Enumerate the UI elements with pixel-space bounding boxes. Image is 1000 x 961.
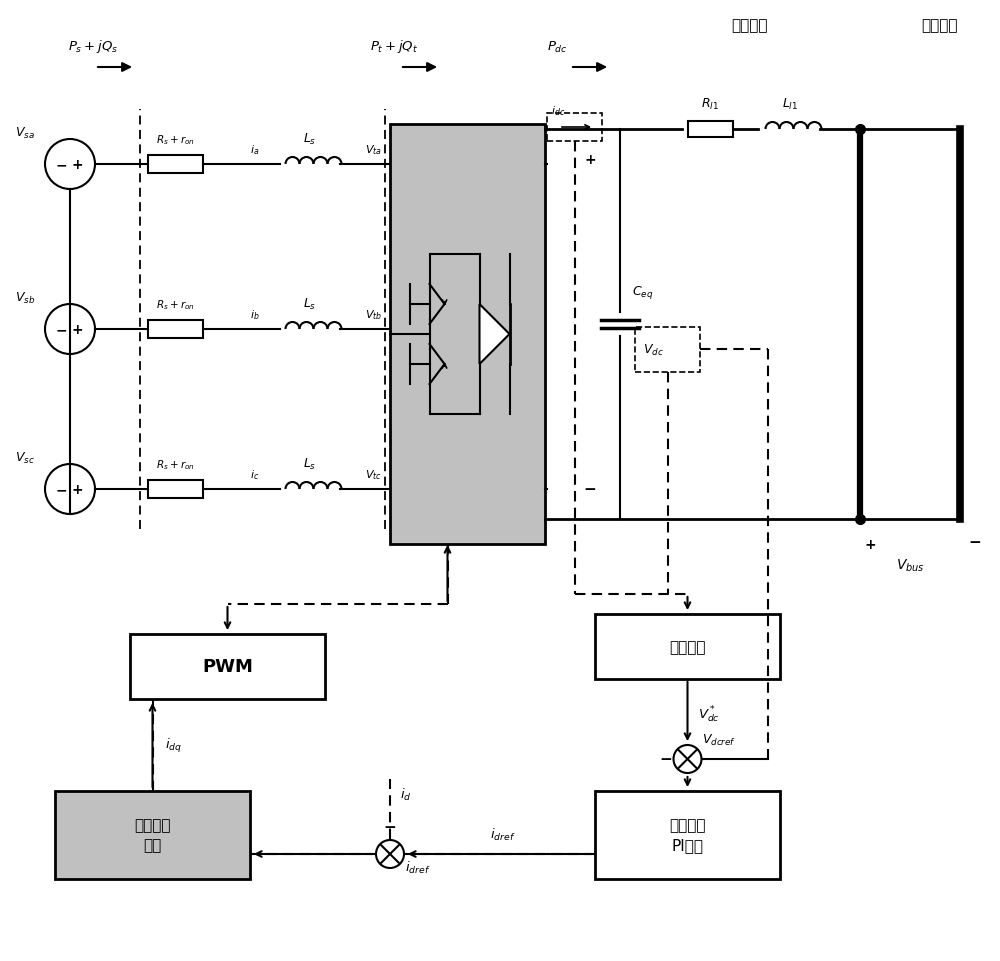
Text: $V_{ta}$: $V_{ta}$ bbox=[365, 143, 382, 157]
Text: $i_d$: $i_d$ bbox=[400, 786, 412, 802]
Text: +: + bbox=[71, 482, 83, 497]
Bar bbox=[148, 321, 203, 338]
Text: $R_s+r_{on}$: $R_s+r_{on}$ bbox=[156, 298, 194, 311]
Text: 下垂控制: 下垂控制 bbox=[669, 639, 706, 654]
Text: +: + bbox=[71, 158, 83, 172]
Text: $L_s$: $L_s$ bbox=[303, 456, 317, 472]
Text: $V_{tc}$: $V_{tc}$ bbox=[365, 467, 382, 481]
Text: −: − bbox=[968, 534, 981, 550]
Text: $R_{l1}$: $R_{l1}$ bbox=[701, 97, 719, 111]
Bar bbox=[148, 480, 203, 499]
Text: $L_s$: $L_s$ bbox=[303, 132, 317, 147]
Bar bbox=[148, 156, 203, 174]
Text: −: − bbox=[55, 158, 67, 172]
Text: $i_b$: $i_b$ bbox=[250, 308, 260, 322]
Text: +: + bbox=[71, 323, 83, 336]
Text: $P_s+jQ_s$: $P_s+jQ_s$ bbox=[68, 38, 118, 55]
Text: −: − bbox=[384, 819, 396, 834]
Text: $L_s$: $L_s$ bbox=[303, 297, 317, 311]
Text: $i_c$: $i_c$ bbox=[250, 468, 260, 481]
Bar bbox=[547, 114, 602, 142]
Bar bbox=[688, 122, 732, 137]
Text: $i_{dref}$: $i_{dref}$ bbox=[490, 826, 515, 842]
Text: $V_{sb}$: $V_{sb}$ bbox=[15, 290, 35, 306]
Text: 线路阻抗: 线路阻抗 bbox=[732, 18, 768, 33]
Text: $V_{dc}^*$: $V_{dc}^*$ bbox=[698, 704, 719, 725]
Text: −: − bbox=[55, 323, 67, 336]
Text: $i_{dc}$: $i_{dc}$ bbox=[551, 104, 565, 118]
Text: −: − bbox=[584, 482, 596, 497]
Text: PWM: PWM bbox=[202, 658, 253, 676]
Text: $i_{dref}$: $i_{dref}$ bbox=[405, 859, 431, 875]
Bar bbox=[595, 614, 780, 679]
Text: +: + bbox=[865, 537, 877, 552]
Text: $i_{dq}$: $i_{dq}$ bbox=[165, 736, 182, 754]
Text: $R_s+r_{on}$: $R_s+r_{on}$ bbox=[156, 457, 194, 472]
Text: 直流母线: 直流母线 bbox=[922, 18, 958, 33]
Text: $V_{sc}$: $V_{sc}$ bbox=[15, 451, 35, 466]
Bar bbox=[595, 791, 780, 879]
Text: $C_{eq}$: $C_{eq}$ bbox=[632, 283, 653, 301]
Bar bbox=[130, 634, 325, 700]
Bar bbox=[390, 125, 545, 545]
Text: $V_{tb}$: $V_{tb}$ bbox=[365, 308, 382, 322]
Text: $i_a$: $i_a$ bbox=[250, 143, 260, 157]
Text: $P_t+jQ_t$: $P_t+jQ_t$ bbox=[370, 38, 418, 55]
Text: $L_{l1}$: $L_{l1}$ bbox=[782, 97, 798, 111]
Bar bbox=[55, 791, 250, 879]
Text: −: − bbox=[659, 752, 672, 767]
Text: $R_s+r_{on}$: $R_s+r_{on}$ bbox=[156, 133, 194, 147]
Bar bbox=[635, 327, 700, 372]
Text: $V_{dcref}$: $V_{dcref}$ bbox=[702, 732, 737, 748]
Text: $V_{sa}$: $V_{sa}$ bbox=[15, 126, 35, 141]
Text: $V_{dc}$: $V_{dc}$ bbox=[643, 342, 664, 357]
Polygon shape bbox=[480, 305, 510, 364]
Text: 电流内环
控制: 电流内环 控制 bbox=[134, 818, 171, 852]
Text: $P_{dc}$: $P_{dc}$ bbox=[547, 39, 568, 55]
Text: −: − bbox=[55, 482, 67, 497]
Text: +: + bbox=[584, 153, 596, 167]
Text: $V_{bus}$: $V_{bus}$ bbox=[896, 557, 924, 574]
Text: 电压外环
PI控制: 电压外环 PI控制 bbox=[669, 818, 706, 852]
